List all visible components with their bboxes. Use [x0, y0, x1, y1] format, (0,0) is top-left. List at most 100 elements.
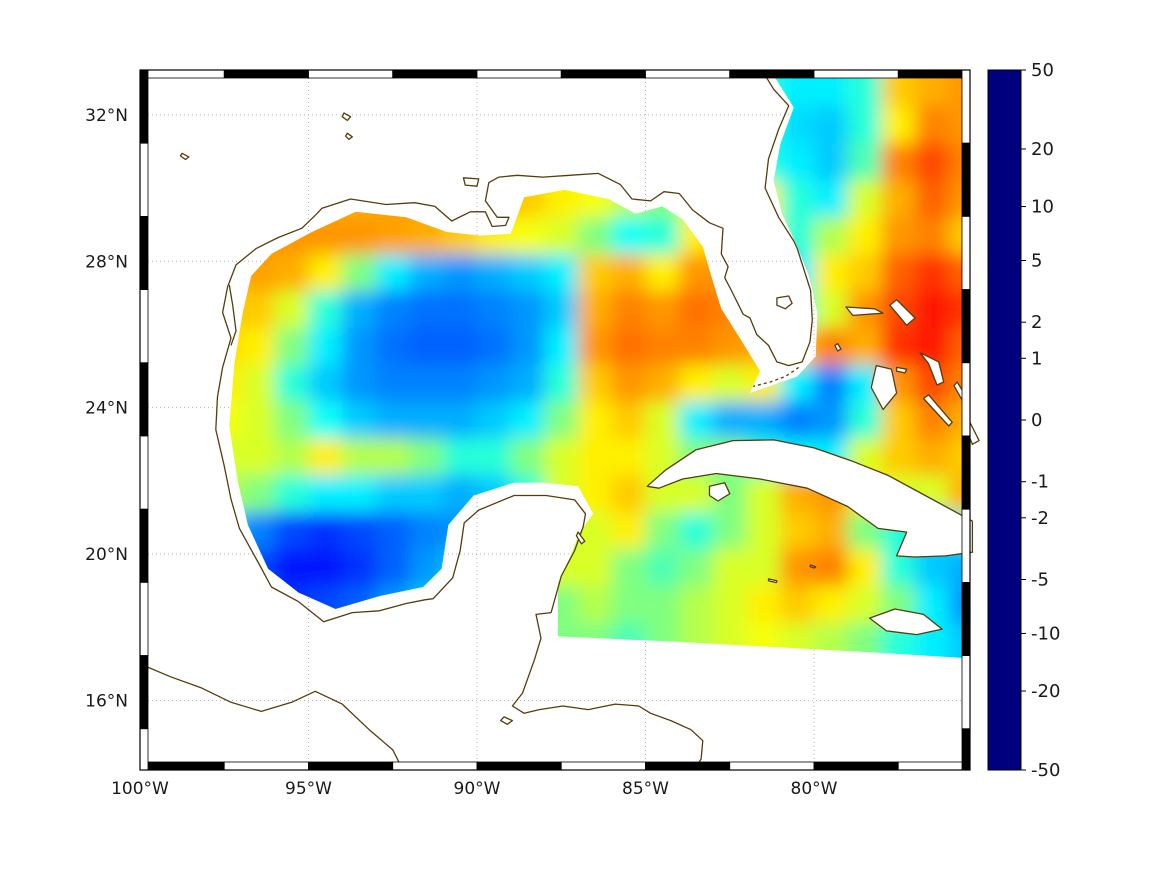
heatmap-cell — [274, 180, 310, 218]
heatmap-cell — [746, 512, 781, 550]
heatmap-cell — [578, 401, 613, 439]
island-outline — [889, 299, 916, 326]
y-tick-label: 16°N — [85, 691, 128, 711]
heatmap-cell — [712, 512, 748, 550]
heatmap-cell — [174, 438, 208, 476]
heatmap-cell — [375, 364, 411, 403]
frame-segment-right — [961, 582, 971, 657]
heatmap-cell — [477, 622, 512, 659]
heatmap-cell — [510, 217, 545, 255]
heatmap-cell — [881, 180, 916, 218]
heatmap-cell — [274, 327, 310, 366]
barrier-island-line — [228, 284, 237, 346]
heatmap-cell — [342, 401, 377, 439]
heatmap-cell — [342, 143, 377, 181]
heatmap-cell — [443, 696, 477, 734]
heatmap-cell — [274, 548, 310, 587]
heatmap-cell — [477, 364, 512, 403]
heatmap-cell — [174, 623, 208, 661]
y-tick-label: 32°N — [85, 106, 128, 126]
heatmap-cell — [410, 696, 444, 734]
frame-segment-bottom — [729, 761, 815, 771]
heatmap-cell — [174, 291, 208, 329]
heatmap-cell — [915, 217, 950, 255]
heatmap-cell — [510, 475, 545, 513]
heatmap-cell — [409, 401, 444, 439]
frame-segment-right — [961, 289, 971, 364]
heatmap-cell — [578, 217, 613, 255]
heatmap-cell — [915, 659, 949, 697]
heatmap-cell — [342, 622, 377, 659]
heatmap-cell — [241, 254, 276, 292]
heatmap-cell — [544, 475, 579, 513]
heatmap-cell — [645, 254, 680, 292]
island-outline — [870, 364, 898, 411]
frame-segment-bottom — [813, 761, 899, 771]
heatmap-cell — [814, 548, 849, 587]
heatmap-cell — [578, 475, 613, 513]
frame-segment-bottom — [476, 761, 562, 771]
heatmap-cell — [746, 217, 781, 255]
heatmap-cell — [881, 401, 916, 439]
heatmap-cell — [578, 106, 613, 145]
frame-segment-left — [139, 215, 149, 290]
heatmap-cell — [679, 475, 714, 513]
heatmap-cell — [679, 512, 714, 550]
island-outline — [919, 352, 945, 386]
frame-segment-bottom — [139, 761, 225, 771]
heatmap-cell — [544, 696, 578, 734]
lake-outline — [462, 177, 480, 187]
heatmap-cell — [274, 512, 310, 550]
heatmap-cell — [510, 180, 545, 218]
heatmap-cell — [746, 143, 781, 181]
heatmap-cell — [814, 327, 849, 366]
heatmap-cell — [477, 106, 512, 145]
heatmap-cell — [477, 254, 512, 292]
heatmap-cell — [308, 290, 343, 329]
heatmap-cell — [409, 180, 444, 218]
heatmap-cell — [229, 106, 242, 145]
heatmap-cell — [544, 659, 578, 697]
heatmap-cell — [308, 106, 343, 145]
heatmap-cell — [712, 327, 748, 366]
heatmap-cell — [342, 364, 377, 403]
heatmap-cell — [780, 585, 815, 624]
heatmap-cell — [274, 401, 310, 439]
heatmap-cell — [174, 659, 208, 697]
florida-keys-line — [753, 366, 800, 388]
heatmap-cell — [342, 254, 377, 292]
heatmap-cell — [274, 364, 310, 403]
heatmap-cell — [342, 438, 377, 476]
heatmap-cell — [174, 217, 208, 255]
heatmap-cell — [207, 659, 241, 697]
frame-segment-right — [961, 435, 971, 510]
heatmap-cell — [342, 585, 377, 624]
heatmap-cell — [578, 438, 613, 476]
island-outline — [708, 482, 731, 502]
heatmap-cell — [679, 364, 714, 403]
heatmap-cell — [881, 217, 916, 255]
heatmap-cell — [746, 585, 781, 624]
heatmap-cell — [679, 696, 713, 734]
heatmap-cell — [712, 364, 748, 403]
heatmap-cell — [241, 475, 276, 513]
heatmap-cell — [611, 548, 647, 587]
heatmap-cell — [229, 217, 242, 255]
heatmap-cell — [375, 254, 411, 292]
heatmap-cell — [544, 290, 579, 329]
heatmap-cell — [375, 622, 411, 659]
frame-outer-rect — [139, 69, 971, 771]
heatmap-cell — [646, 696, 680, 734]
heatmap-cell — [275, 659, 309, 697]
colorbar-tick-label: 1 — [1031, 348, 1042, 369]
heatmap-cell — [229, 254, 242, 292]
heatmap-cell — [241, 106, 276, 145]
heatmap-cell — [241, 401, 276, 439]
heatmap-cell — [814, 696, 848, 734]
heatmap-cell — [915, 106, 950, 145]
heatmap-cell — [510, 548, 545, 587]
heatmap-cell — [578, 585, 613, 624]
frame-segment-left — [139, 142, 149, 217]
frame-segment-top — [476, 69, 562, 79]
